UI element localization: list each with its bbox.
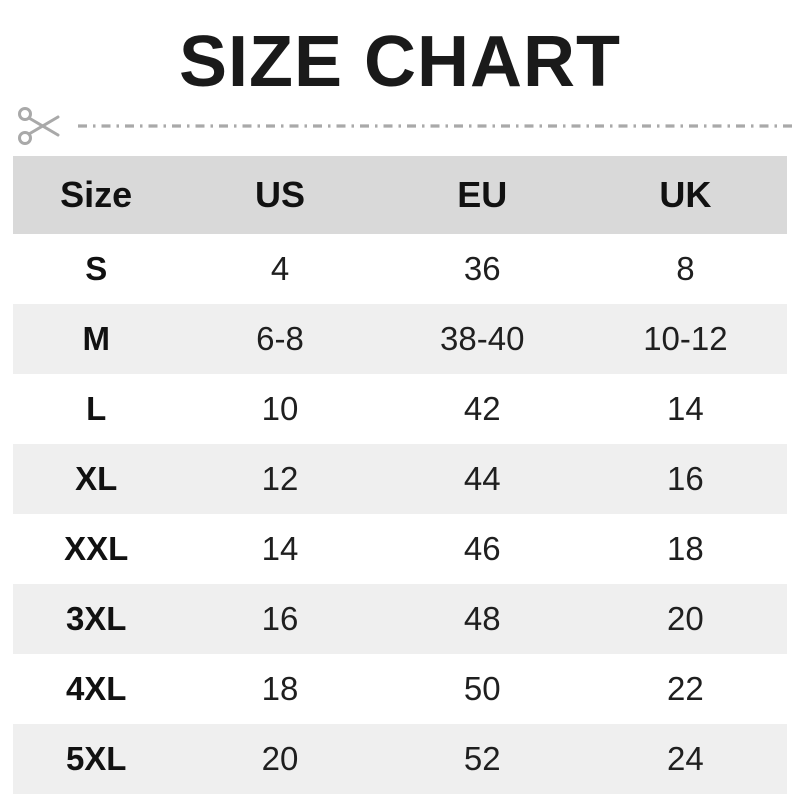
table-body: S 4 36 8 M 6-8 38-40 10-12 L 10 42 14 XL 12 44 16 XXL 14 4… [13, 234, 787, 794]
value-cell: 24 [667, 740, 704, 777]
value-cell: 8 [676, 250, 695, 287]
size-label-cell: 4XL [65, 670, 127, 707]
size-table: Size US EU UK S 4 36 8 M 6-8 38-40 10-12 L 10 42 14… [13, 156, 787, 794]
value-cell: 38-40 [440, 320, 525, 357]
header-size: Size [60, 174, 133, 215]
table-row: 5XL 20 52 24 [13, 724, 787, 794]
value-cell: 50 [463, 670, 501, 707]
table-row: XXL 14 46 18 [13, 514, 787, 584]
value-cell: 44 [463, 460, 501, 497]
scissors-icon [18, 107, 60, 145]
value-cell: 16 [261, 600, 299, 637]
value-cell: 20 [667, 600, 704, 637]
size-label-cell: S [85, 250, 108, 287]
size-label-cell: 3XL [65, 600, 127, 637]
dashed-cut-line [78, 124, 792, 128]
value-cell: 46 [463, 530, 501, 567]
cut-line [0, 102, 800, 150]
table-row: 3XL 16 48 20 [13, 584, 787, 654]
value-cell: 12 [261, 460, 299, 497]
value-cell: 18 [261, 670, 299, 707]
value-cell: 14 [667, 390, 704, 427]
size-label-cell: M [82, 320, 110, 357]
header-us: US [255, 174, 306, 215]
value-cell: 36 [463, 250, 501, 287]
value-cell: 42 [463, 390, 501, 427]
table-row: M 6-8 38-40 10-12 [13, 304, 787, 374]
page-title: SIZE CHART [179, 22, 621, 102]
value-cell: 16 [667, 460, 704, 497]
header-eu: EU [457, 174, 508, 215]
value-cell: 22 [667, 670, 704, 707]
size-label-cell: XL [75, 460, 118, 497]
table-row: XL 12 44 16 [13, 444, 787, 514]
table-header-row: Size US EU UK [13, 156, 787, 234]
size-label-cell: L [86, 390, 107, 427]
table-row: 4XL 18 50 22 [13, 654, 787, 724]
value-cell: 20 [261, 740, 299, 777]
table-row: L 10 42 14 [13, 374, 787, 444]
value-cell: 10 [261, 390, 299, 427]
value-cell: 4 [270, 250, 290, 287]
value-cell: 52 [463, 740, 501, 777]
value-cell: 10-12 [643, 320, 728, 357]
table-row: S 4 36 8 [13, 234, 787, 304]
value-cell: 18 [667, 530, 704, 567]
size-label-cell: 5XL [65, 740, 127, 777]
value-cell: 6-8 [256, 320, 304, 357]
value-cell: 14 [261, 530, 299, 567]
size-label-cell: XXL [64, 530, 129, 567]
value-cell: 48 [463, 600, 501, 637]
header-uk: UK [659, 174, 712, 215]
